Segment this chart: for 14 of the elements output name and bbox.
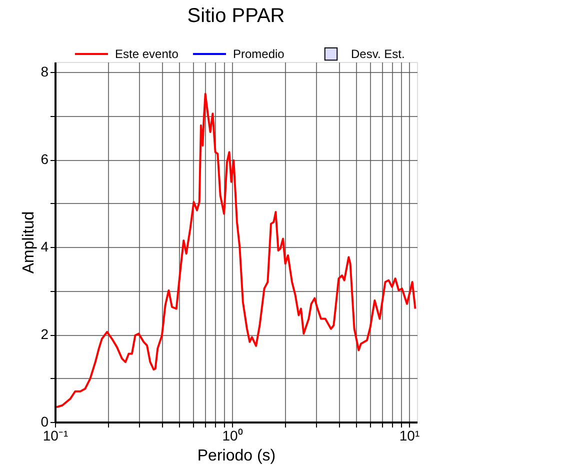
y-tick-label: 6 bbox=[40, 151, 49, 168]
y-tick-label: 0 bbox=[40, 414, 49, 430]
x-tick-label: 10⁻¹ bbox=[42, 428, 68, 444]
y-tick-label: 8 bbox=[40, 64, 49, 80]
y-axis-title: Amplitud bbox=[20, 211, 38, 274]
x-tick-label: 10⁰ bbox=[222, 428, 243, 444]
legend-label: Desv. Est. bbox=[351, 47, 405, 61]
y-tick-label: 4 bbox=[40, 238, 49, 255]
y-tick-label: 2 bbox=[40, 326, 49, 342]
chart-title: Sitio PPAR bbox=[187, 4, 285, 27]
legend-label: Este evento bbox=[115, 47, 179, 61]
x-axis-title: Periodo (s) bbox=[197, 448, 276, 464]
legend-label: Promedio bbox=[233, 47, 285, 61]
x-tick-label: 10¹ bbox=[399, 428, 420, 444]
